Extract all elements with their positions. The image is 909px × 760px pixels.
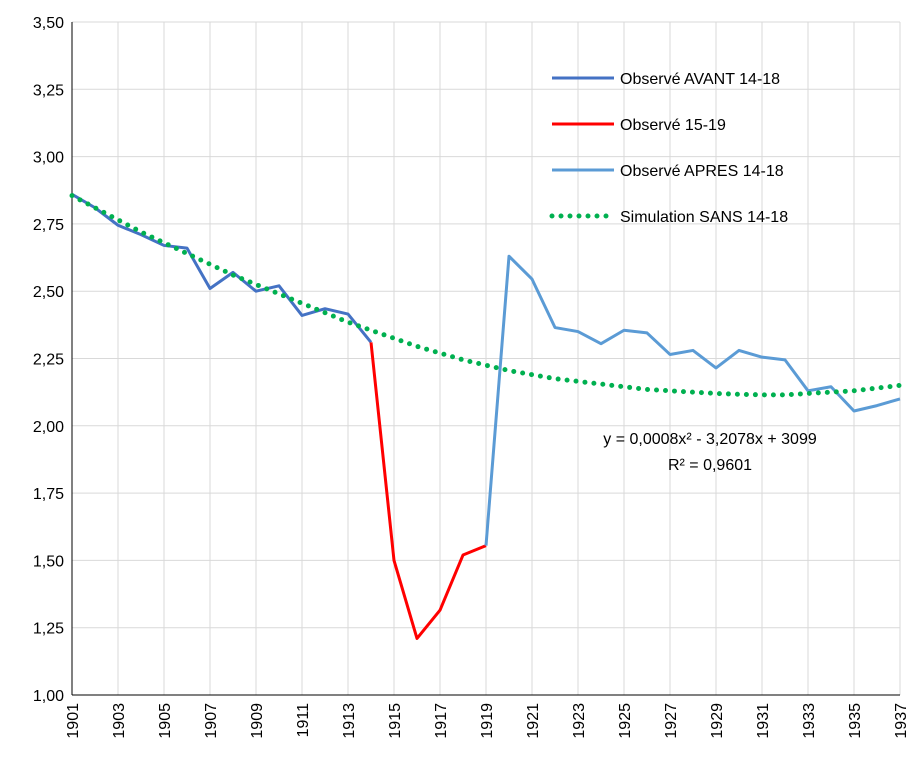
legend-label: Observé APRES 14-18 <box>620 163 784 180</box>
equation: y = 0,0008x² - 3,2078x + 3099 <box>603 431 817 448</box>
x-tick-label: 1905 <box>157 703 174 739</box>
legend-label: Observé AVANT 14-18 <box>620 71 780 88</box>
x-tick-label: 1901 <box>65 703 82 739</box>
x-tick-label: 1919 <box>479 703 496 739</box>
y-tick-label: 1,75 <box>33 486 64 503</box>
series-line <box>484 254 901 546</box>
y-tick-label: 3,50 <box>33 15 64 32</box>
plot-area: 1,00 1,25 1,50 1,75 2,00 2,25 2,50 2,75 3,00 3,25… <box>33 15 909 739</box>
y-tick-label: 2,50 <box>33 284 64 301</box>
series-line <box>71 192 373 344</box>
y-tick-label: 1,25 <box>33 621 64 638</box>
y-tick-label: 1,00 <box>33 688 64 705</box>
y-tick-label: 3,25 <box>33 82 64 99</box>
x-tick-label: 1933 <box>801 703 818 739</box>
x-tick-label: 1915 <box>387 703 404 739</box>
x-tick-label: 1937 <box>893 703 909 739</box>
legend-label: Simulation SANS 14-18 <box>620 209 788 226</box>
x-tick-label: 1935 <box>847 703 864 739</box>
x-tick-label: 1907 <box>203 703 220 739</box>
x-tick-label: 1927 <box>663 703 680 739</box>
series-line <box>69 193 903 398</box>
x-tick-label: 1921 <box>525 703 542 739</box>
x-tick-label: 1909 <box>249 703 266 739</box>
legend-label: Observé 15-19 <box>620 117 726 134</box>
r-squared: R² = 0,9601 <box>668 457 752 474</box>
x-tick-label: 1931 <box>755 703 772 739</box>
y-tick-label: 2,00 <box>33 419 64 436</box>
y-tick-label: 1,50 <box>33 553 64 570</box>
y-tick-label: 2,75 <box>33 217 64 234</box>
y-tick-label: 3,00 <box>33 150 64 167</box>
series-line <box>369 342 487 640</box>
x-tick-label: 1911 <box>295 703 312 738</box>
y-tick-label: 2,25 <box>33 352 64 369</box>
x-tick-label: 1903 <box>111 703 128 739</box>
legend: Observé AVANT 14-18 Observé 15-19 Observé … <box>549 71 788 226</box>
x-tick-label: 1923 <box>571 703 588 739</box>
x-tick-label: 1929 <box>709 703 726 739</box>
x-tick-label: 1913 <box>341 703 358 739</box>
x-tick-label: 1925 <box>617 703 634 739</box>
x-tick-label: 1917 <box>433 703 450 739</box>
